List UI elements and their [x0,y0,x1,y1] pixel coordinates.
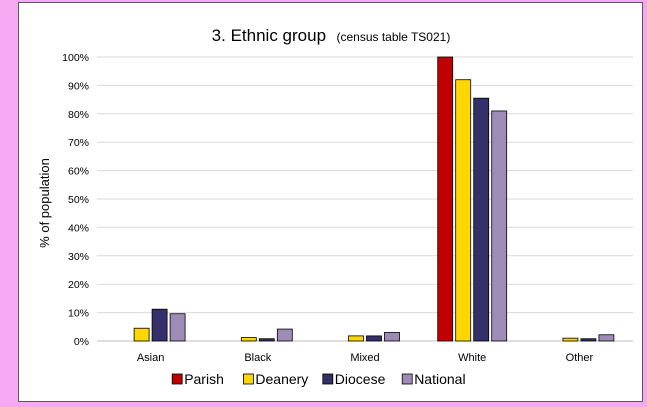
bar-diocese-other [581,339,596,341]
bar-diocese-black [259,339,274,341]
legend-label-parish: Parish [184,371,224,387]
y-tick-label: 30% [68,251,89,263]
bar-deanery-other [563,338,578,341]
bar-national-other [599,335,614,341]
legend-label-deanery: Deanery [255,371,308,387]
y-tick-label: 100% [62,52,89,64]
legend-swatch-parish [172,374,182,384]
category-labels: Asian Black Mixed White Other [137,352,594,364]
gridlines [97,57,633,341]
y-tick-label: 60% [68,166,89,178]
category-label: Other [566,352,594,364]
bar-deanery-mixed [349,336,364,341]
y-tick-label: 0% [74,336,89,348]
legend: Parish Deanery Diocese National [172,371,465,387]
y-tick-label: 90% [68,80,89,92]
bar-deanery-black [241,338,256,341]
chart-title: 3. Ethnic group (census table TS021) [212,26,451,45]
y-axis-label: % of population [37,158,52,248]
y-tick-label: 70% [68,137,89,149]
y-tick-label: 50% [68,194,89,206]
y-tick-label: 40% [68,222,89,234]
bar-national-black [277,329,292,341]
bar-deanery-white [456,80,471,341]
y-tick-label: 80% [68,109,89,121]
chart-frame: 3. Ethnic group (census table TS021) % o… [18,2,643,402]
bar-national-white [492,111,507,341]
ethnic-group-chart: 3. Ethnic group (census table TS021) % o… [19,3,644,403]
bar-national-asian [170,314,185,341]
category-label: Asian [137,352,165,364]
category-label: Black [244,352,271,364]
category-label: White [458,352,486,364]
y-tick-labels: 0% 10% 20% 30% 40% 50% 60% 70% 80% 90% 100% [62,52,89,348]
legend-label-diocese: Diocese [335,371,386,387]
y-tick-label: 10% [68,308,89,320]
bar-diocese-white [474,98,489,341]
bar-diocese-asian [152,309,167,341]
legend-swatch-deanery [243,374,253,384]
y-tick-label: 20% [68,279,89,291]
bar-parish-white [438,57,453,341]
bar-deanery-asian [134,328,149,341]
category-label: Mixed [350,352,379,364]
bar-national-mixed [385,332,400,341]
legend-swatch-diocese [323,374,333,384]
legend-label-national: National [414,371,465,387]
bar-diocese-mixed [367,336,382,341]
legend-swatch-national [402,374,412,384]
